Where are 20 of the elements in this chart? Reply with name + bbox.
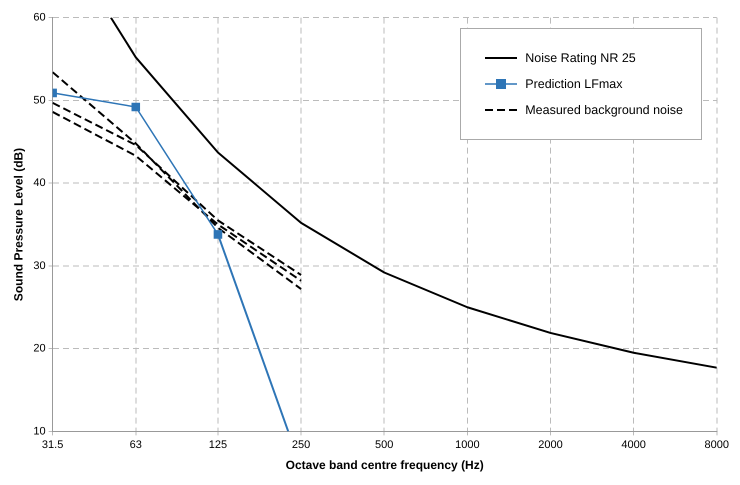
legend-label: Noise Rating NR 25 [525, 51, 636, 65]
x-tick-label: 31.5 [42, 439, 64, 452]
y-axis-title: Sound Pressure Level (dB) [12, 148, 26, 302]
x-tick-label: 8000 [704, 439, 730, 452]
y-tick-label: 60 [33, 12, 46, 24]
x-tick-label: 250 [292, 439, 310, 452]
x-tick-label: 4000 [621, 439, 646, 452]
y-tick-label: 20 [33, 342, 46, 355]
y-tick-label: 40 [33, 177, 46, 190]
y-tick-label: 30 [33, 260, 46, 272]
x-axis-title: Octave band centre frequency (Hz) [286, 458, 484, 472]
legend-label: Measured background noise [525, 103, 683, 117]
x-tick-label: 500 [375, 439, 394, 452]
x-tick-label: 2000 [538, 439, 563, 452]
legend-label: Prediction LFmax [525, 77, 623, 91]
y-tick-label: 50 [33, 94, 46, 106]
y-tick-label: 10 [33, 425, 46, 438]
x-tick-label: 1000 [455, 439, 480, 452]
x-tick-label: 125 [208, 439, 228, 452]
x-tick-label: 63 [130, 439, 142, 452]
